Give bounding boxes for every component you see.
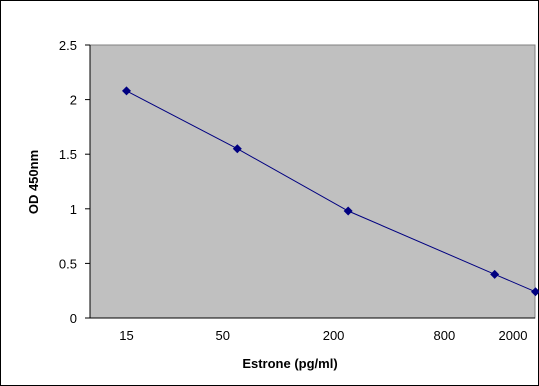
x-axis-title: Estrone (pg/ml) <box>242 356 337 371</box>
x-tick-label: 15 <box>119 328 133 343</box>
y-tick-label: 2 <box>70 93 77 108</box>
y-axis-ticks: 0 0.5 1 1.5 2 2.5 <box>59 38 90 326</box>
series-layer <box>122 86 539 297</box>
y-axis-title: OD 450nm <box>26 150 41 214</box>
x-axis-ticks: 15 50 200 800 2000 <box>119 328 527 343</box>
y-tick-label: 0.5 <box>59 256 77 271</box>
data-point-marker <box>232 144 242 154</box>
data-point-marker <box>122 86 131 96</box>
data-point-marker <box>531 287 539 297</box>
y-tick-label: 2.5 <box>59 38 77 53</box>
x-tick-label: 2000 <box>499 328 528 343</box>
y-tick-label: 0 <box>70 311 77 326</box>
x-tick-label: 800 <box>434 328 456 343</box>
x-tick-label: 50 <box>216 328 230 343</box>
data-point-marker <box>490 269 500 279</box>
plot-area <box>89 44 536 319</box>
y-tick-label: 1 <box>70 202 77 217</box>
y-tick-label: 1.5 <box>59 147 77 162</box>
x-tick-label: 200 <box>323 328 345 343</box>
data-point-marker <box>343 206 353 216</box>
